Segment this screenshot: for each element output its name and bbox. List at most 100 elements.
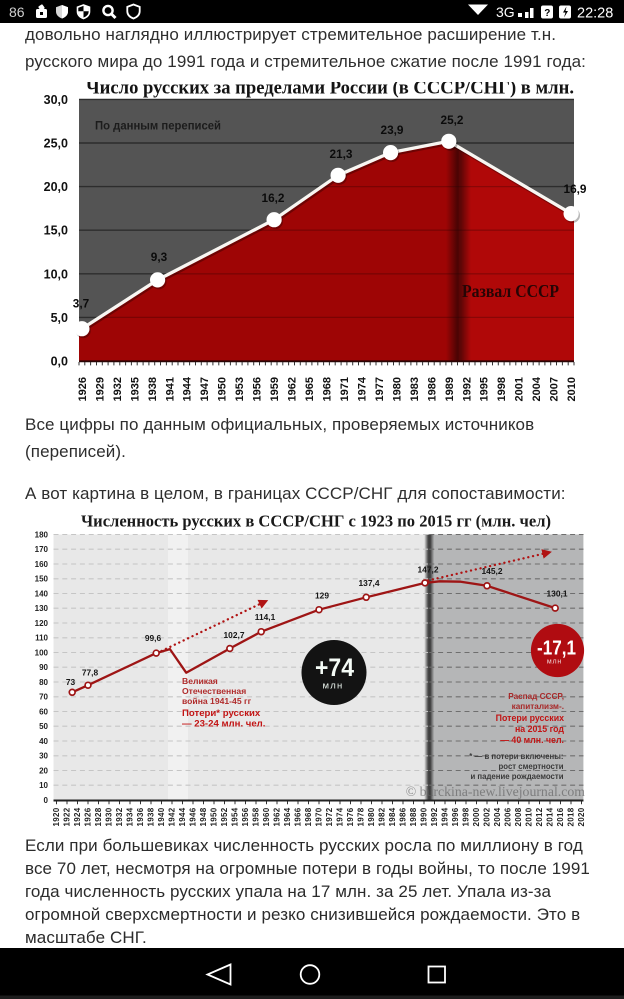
svg-text:77,8: 77,8 — [82, 668, 99, 678]
svg-text:1965: 1965 — [304, 377, 316, 401]
svg-text:1922: 1922 — [63, 807, 72, 826]
svg-text:130: 130 — [35, 604, 49, 613]
svg-text:1971: 1971 — [339, 377, 351, 401]
svg-text:21,3: 21,3 — [330, 147, 353, 161]
svg-text:1986: 1986 — [426, 377, 438, 401]
svg-text:1926: 1926 — [84, 807, 93, 826]
svg-text:война 1941-45 гг: война 1941-45 гг — [182, 696, 252, 706]
svg-text:60: 60 — [39, 707, 48, 716]
svg-text:20: 20 — [39, 766, 48, 775]
svg-text:1942: 1942 — [168, 807, 177, 826]
svg-text:Развал СССР: Развал СССР — [462, 281, 559, 301]
svg-text:1962: 1962 — [287, 377, 299, 401]
svg-text:70: 70 — [39, 693, 48, 702]
svg-text:1940: 1940 — [157, 807, 166, 826]
svg-text:1980: 1980 — [391, 377, 403, 401]
svg-text:1986: 1986 — [399, 807, 408, 826]
svg-text:1959: 1959 — [269, 377, 281, 401]
svg-text:1960: 1960 — [262, 807, 271, 826]
svg-text:+74: +74 — [315, 654, 354, 682]
svg-text:1938: 1938 — [147, 807, 156, 826]
svg-text:130,1: 130,1 — [547, 589, 568, 599]
svg-text:1968: 1968 — [304, 807, 313, 826]
svg-text:Потери русских: Потери русских — [496, 713, 564, 723]
svg-text:147,2: 147,2 — [418, 565, 439, 575]
svg-text:1977: 1977 — [374, 377, 386, 401]
svg-text:2004: 2004 — [531, 376, 543, 401]
svg-text:рост смертности: рост смертности — [499, 762, 564, 771]
svg-text:млн: млн — [323, 681, 344, 692]
svg-text:140: 140 — [35, 589, 49, 598]
svg-text:1974: 1974 — [356, 376, 368, 401]
svg-text:180: 180 — [35, 530, 49, 539]
svg-text:1926: 1926 — [77, 377, 89, 401]
svg-text:20,0: 20,0 — [44, 180, 68, 194]
svg-text:1954: 1954 — [231, 807, 240, 826]
svg-text:2004: 2004 — [493, 807, 502, 826]
svg-text:145,2: 145,2 — [482, 566, 503, 576]
svg-text:1950: 1950 — [217, 377, 229, 401]
svg-text:102,7: 102,7 — [224, 630, 245, 640]
svg-text:5,0: 5,0 — [51, 311, 68, 325]
svg-text:1932: 1932 — [115, 807, 124, 826]
svg-text:1996: 1996 — [451, 807, 460, 826]
svg-text:1983: 1983 — [409, 377, 421, 401]
svg-text:2014: 2014 — [546, 807, 555, 826]
svg-text:1988: 1988 — [409, 807, 418, 826]
svg-text:80: 80 — [39, 678, 48, 687]
svg-text:1944: 1944 — [178, 807, 187, 826]
svg-text:Отечественная: Отечественная — [182, 686, 246, 696]
svg-text:Великая: Великая — [182, 676, 218, 686]
svg-text:129: 129 — [315, 591, 329, 601]
svg-text:1956: 1956 — [241, 807, 250, 826]
svg-text:90: 90 — [39, 663, 48, 672]
svg-text:1936: 1936 — [136, 807, 145, 826]
svg-text:1964: 1964 — [283, 807, 292, 826]
svg-text:1935: 1935 — [129, 377, 141, 401]
svg-text:1980: 1980 — [367, 807, 376, 826]
svg-text:1982: 1982 — [378, 807, 387, 826]
svg-text:© burckina-new.livejournal.com: © burckina-new.livejournal.com — [406, 784, 586, 799]
svg-text:— 23-24 млн. чел.: — 23-24 млн. чел. — [182, 719, 265, 730]
svg-text:1956: 1956 — [252, 377, 264, 401]
svg-text:Потери* русских: Потери* русских — [182, 708, 261, 719]
svg-text:1947: 1947 — [199, 377, 211, 401]
svg-text:1930: 1930 — [105, 807, 114, 826]
svg-text:2002: 2002 — [483, 807, 492, 826]
svg-text:99,6: 99,6 — [145, 633, 162, 643]
svg-text:2020: 2020 — [577, 807, 586, 826]
svg-text:0: 0 — [44, 796, 49, 805]
svg-text:1944: 1944 — [182, 376, 194, 401]
svg-text:22:28: 22:28 — [577, 6, 613, 22]
svg-text:1962: 1962 — [273, 807, 282, 826]
svg-text:1934: 1934 — [126, 807, 135, 826]
svg-text:2007: 2007 — [549, 377, 561, 401]
svg-text:86: 86 — [9, 4, 25, 20]
svg-text:30,0: 30,0 — [44, 93, 68, 107]
svg-text:1929: 1929 — [94, 377, 106, 401]
svg-text:По данным переписей: По данным переписей — [95, 119, 221, 133]
svg-text:1976: 1976 — [346, 807, 355, 826]
svg-text:2001: 2001 — [514, 377, 526, 401]
svg-text:50: 50 — [39, 722, 48, 731]
svg-text:2006: 2006 — [504, 807, 513, 826]
svg-text:2010: 2010 — [566, 377, 578, 401]
svg-text:1970: 1970 — [315, 807, 324, 826]
svg-text:10,0: 10,0 — [44, 267, 68, 281]
svg-text:1984: 1984 — [388, 807, 397, 826]
svg-text:114,1: 114,1 — [255, 612, 276, 622]
svg-text:2016: 2016 — [556, 807, 565, 826]
svg-text:капитализм-.: капитализм-. — [512, 702, 564, 711]
svg-text:— 40 млн. чел.: — 40 млн. чел. — [500, 735, 564, 745]
svg-text:16,9: 16,9 — [564, 182, 587, 196]
svg-text:23,9: 23,9 — [381, 123, 404, 137]
svg-text:1952: 1952 — [220, 807, 229, 826]
svg-text:млн: млн — [547, 659, 562, 666]
svg-text:1924: 1924 — [73, 807, 82, 826]
svg-text:40: 40 — [39, 737, 48, 746]
svg-text:16,2: 16,2 — [262, 191, 285, 205]
svg-text:0,0: 0,0 — [51, 355, 68, 369]
svg-text:1989: 1989 — [444, 377, 456, 401]
svg-text:2018: 2018 — [567, 807, 576, 826]
svg-text:3G: 3G — [496, 4, 515, 20]
